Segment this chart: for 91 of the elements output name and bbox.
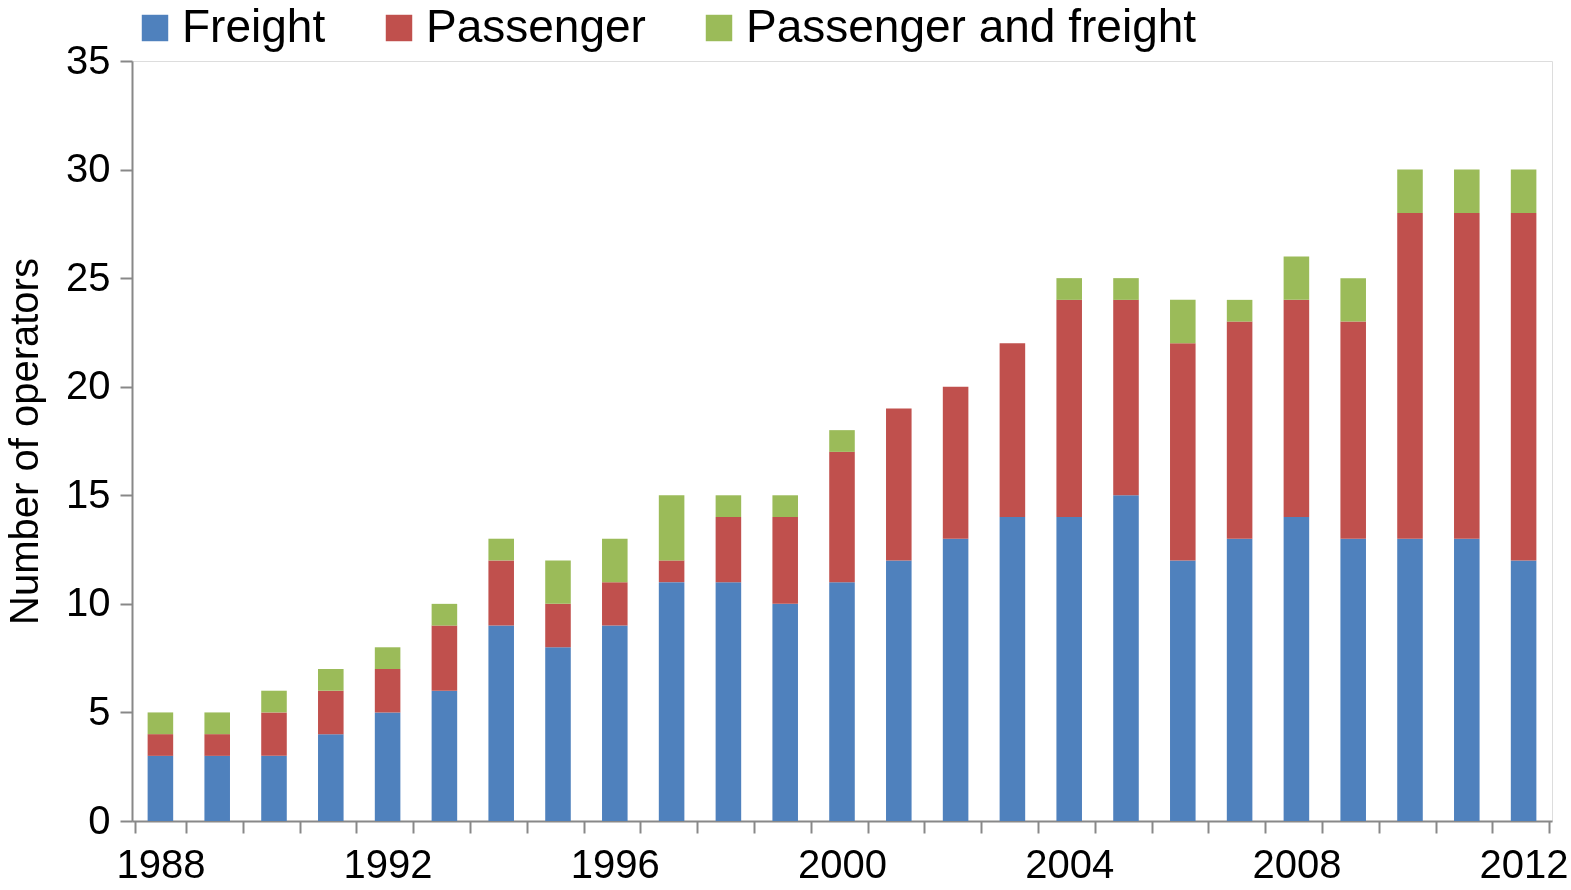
bar — [374, 647, 401, 669]
bar — [1283, 256, 1310, 300]
x-tick-label: 1988 — [116, 841, 206, 886]
bar — [204, 734, 230, 756]
bar — [1056, 299, 1082, 517]
bar — [147, 712, 174, 735]
x-tick-label: 1996 — [570, 841, 660, 886]
bar — [1454, 538, 1480, 821]
bar — [318, 690, 344, 735]
x-tick-label: 2004 — [1025, 841, 1115, 886]
bar — [261, 755, 287, 821]
y-tick-label: 15 — [66, 471, 111, 516]
bar — [772, 495, 798, 517]
x-tick-label: 2000 — [798, 841, 887, 886]
bar — [1510, 213, 1537, 561]
bar — [829, 430, 855, 452]
bar — [1170, 560, 1196, 821]
bar — [204, 755, 230, 821]
bar — [1113, 299, 1139, 496]
bar — [1226, 299, 1253, 322]
y-tick-label: 0 — [88, 797, 111, 842]
bar — [772, 603, 798, 821]
bar — [1283, 299, 1310, 517]
x-tick-label: 2008 — [1252, 841, 1342, 886]
y-tick-label: 20 — [66, 363, 111, 408]
bar — [1454, 169, 1480, 213]
bar — [602, 582, 628, 626]
bar — [431, 690, 458, 821]
y-tick-label: 10 — [66, 580, 111, 625]
bar — [1510, 169, 1537, 213]
bar — [942, 538, 969, 821]
bar — [602, 538, 628, 583]
bar — [488, 538, 514, 561]
y-tick-label: 25 — [66, 254, 111, 299]
bar — [602, 625, 628, 821]
bar — [1113, 278, 1139, 300]
bar — [715, 517, 742, 583]
x-tick-label: 1992 — [343, 841, 433, 886]
bar — [545, 560, 571, 604]
bar — [1397, 538, 1423, 821]
bar — [147, 755, 174, 821]
bar — [545, 603, 571, 648]
bar — [1510, 560, 1537, 821]
bar — [715, 582, 742, 821]
bar — [886, 560, 912, 821]
bar — [318, 669, 344, 691]
bar — [1056, 278, 1082, 300]
bar — [999, 343, 1026, 517]
y-axis-title: Number of operators — [2, 258, 47, 625]
bar — [829, 451, 855, 583]
bar — [1340, 538, 1366, 821]
x-tick-label: 2012 — [1479, 841, 1569, 886]
legend-label: Passenger and freight — [746, 0, 1197, 52]
bar — [431, 625, 458, 691]
bar — [261, 690, 287, 713]
bar — [999, 517, 1026, 821]
bar — [318, 734, 344, 821]
bar — [374, 669, 401, 713]
legend-label: Freight — [182, 0, 326, 52]
bar — [658, 582, 685, 821]
bar — [658, 560, 685, 583]
bar — [715, 495, 742, 517]
bar — [829, 582, 855, 821]
bar — [1226, 538, 1253, 821]
bar — [942, 386, 969, 539]
bar — [1170, 299, 1196, 344]
bar — [1283, 517, 1310, 821]
bar — [1226, 321, 1253, 539]
bar — [1397, 169, 1423, 213]
bar — [1170, 343, 1196, 561]
bar — [1340, 321, 1366, 539]
bar — [431, 603, 458, 626]
y-tick-label: 30 — [66, 146, 111, 191]
bar — [772, 517, 798, 604]
bar — [261, 712, 287, 756]
bar — [545, 647, 571, 821]
legend-label: Passenger — [426, 0, 646, 52]
bar — [1056, 517, 1082, 821]
bar — [886, 408, 912, 561]
y-tick-label: 5 — [88, 688, 111, 733]
bar — [1113, 495, 1139, 821]
bar — [658, 495, 685, 561]
bar — [488, 625, 514, 821]
bar — [1454, 213, 1480, 539]
bar — [147, 734, 174, 756]
bar — [204, 712, 230, 735]
bar — [488, 560, 514, 626]
y-tick-label: 35 — [66, 37, 111, 82]
bar — [1397, 213, 1423, 539]
bar — [1340, 278, 1366, 322]
bar — [374, 712, 401, 821]
